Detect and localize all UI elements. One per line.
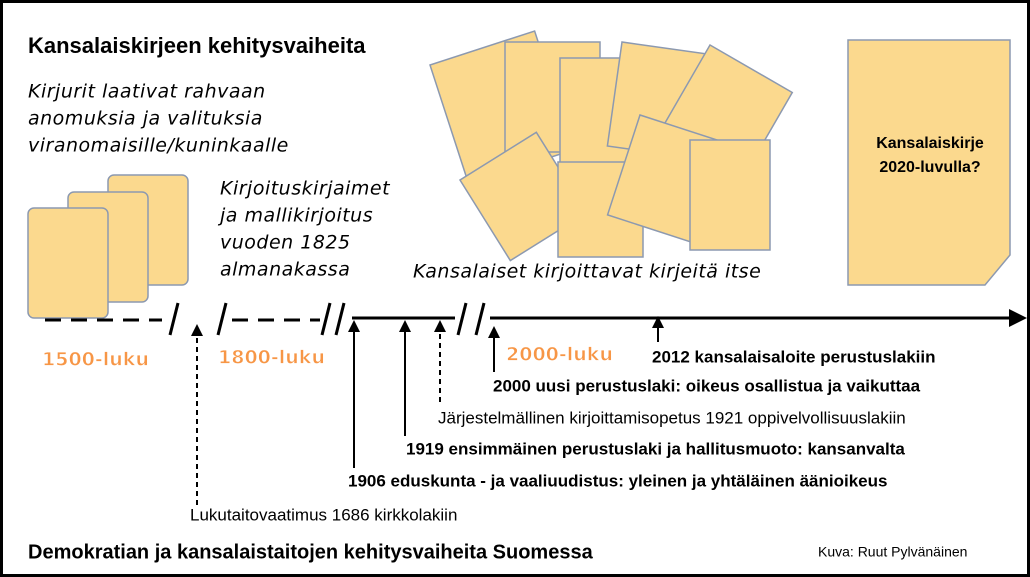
event: 2012 kansalaisaloite perustuslakiin bbox=[652, 347, 935, 366]
note-line: almanakassa bbox=[220, 259, 350, 281]
event: 2000 uusi perustuslaki: oikeus osallistu… bbox=[493, 376, 921, 395]
future-text: 2020-luvulla? bbox=[879, 159, 980, 176]
era-label: 1500-luku bbox=[42, 349, 149, 371]
note-line: anomuksia ja valituksia bbox=[28, 108, 263, 130]
note-line: Kirjurit laativat rahvaan bbox=[28, 81, 266, 103]
era-label: 2000-luku bbox=[506, 344, 613, 366]
credit: Kuva: Ruut Pylvänäinen bbox=[818, 544, 967, 560]
note-line: Kirjoituskirjaimet bbox=[220, 178, 391, 200]
diagram: Kansalaiskirjeen kehitysvaiheita Kirjuri… bbox=[0, 0, 1030, 577]
note-line: viranomaisille/kuninkaalle bbox=[28, 135, 289, 157]
note-line: Kansalaiset kirjoittavat kirjeitä itse bbox=[413, 261, 761, 283]
event: 1919 ensimmäinen perustuslaki ja hallitu… bbox=[406, 439, 905, 458]
event: Järjestelmällinen kirjoittamisopetus 192… bbox=[438, 408, 906, 427]
note-line: vuoden 1825 bbox=[220, 232, 351, 254]
event: Lukutaitovaatimus 1686 kirkkolakiin bbox=[190, 505, 457, 524]
era-label: 1800-luku bbox=[218, 347, 325, 369]
event: 1906 eduskunta - ja vaaliuudistus: ylein… bbox=[348, 471, 887, 490]
note-line: ja mallikirjoitus bbox=[217, 205, 373, 227]
title: Kansalaiskirjeen kehitysvaiheita bbox=[28, 33, 366, 58]
caption: Demokratian ja kansalaistaitojen kehitys… bbox=[28, 541, 594, 563]
future-text: Kansalaiskirje bbox=[876, 135, 984, 152]
